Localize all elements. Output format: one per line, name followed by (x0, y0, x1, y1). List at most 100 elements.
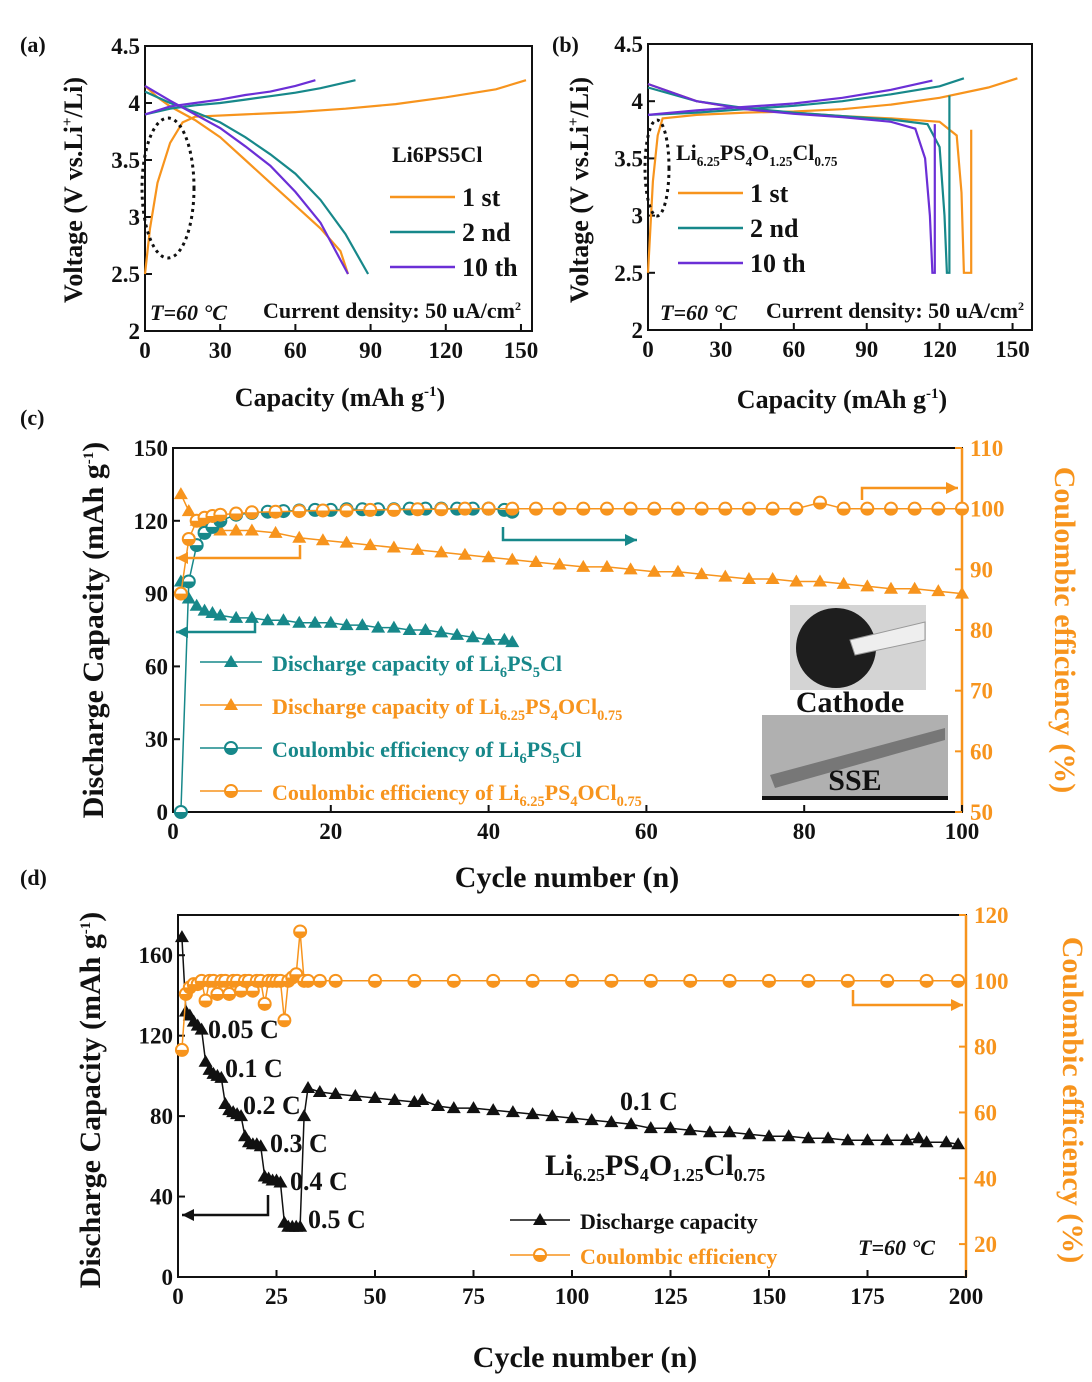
data-point-fill (506, 508, 519, 515)
figure-layer: (a) (b)(c)(d)0 30 60 90 120 15022.533.544.5Cap… (20, 32, 1089, 1374)
y-axis-title-main: Voltage (V vs.Li (59, 126, 88, 303)
data-point (323, 615, 338, 628)
data-point-fill (458, 508, 471, 515)
y2-tick-label: 110 (970, 436, 1003, 461)
data-point (742, 1127, 757, 1140)
data-point-fill (487, 980, 500, 987)
data-point (765, 572, 780, 585)
series-line (647, 77, 965, 116)
data-point-fill (293, 511, 306, 518)
x-tick-label: 50 (364, 1284, 387, 1309)
data-point (371, 620, 386, 633)
x-axis-title-sup: -1 (424, 384, 437, 400)
data-point (643, 1121, 658, 1134)
arrow-right-axis-teal (501, 527, 637, 542)
y-tick-label: 4.5 (614, 32, 643, 57)
rate-label: 0.05 C (208, 1015, 279, 1044)
series-0 (143, 79, 527, 275)
data-point-fill (763, 980, 775, 987)
data-point (801, 1131, 816, 1144)
data-point-fill (246, 990, 259, 997)
data-point (348, 1089, 363, 1101)
text-part: Current density: 50 uA/cm (766, 298, 1018, 323)
x-tick-label: 120 (922, 337, 957, 362)
legend-label: 1 st (462, 183, 501, 212)
arrow-left-axis-orange-head (176, 552, 188, 564)
subscript: 4 (570, 794, 577, 810)
subscript: 4 (551, 708, 558, 724)
series-4 (144, 79, 316, 116)
series-line (143, 79, 527, 275)
x-tick-label: 0 (172, 1284, 184, 1309)
legend-label: 10 th (462, 253, 518, 282)
data-point (260, 613, 275, 626)
x-axis-title-main: Capacity (mAh g (737, 385, 926, 414)
arrow-right-axis-head (951, 999, 963, 1011)
text-part: Li (676, 140, 697, 165)
data-point (919, 1135, 934, 1148)
y2-axis-title: Coulombic efficiency (%) (1056, 937, 1089, 1264)
y2-tick-label: 90 (970, 557, 993, 582)
subscript: 1.25 (672, 1165, 704, 1185)
series-0 (174, 930, 966, 1232)
x-tick-label: 75 (462, 1284, 485, 1309)
legend-label: Coulombic efficiency of Li6.25PS4OCl0.75 (272, 780, 642, 810)
plot-frame (144, 45, 533, 332)
y-tick-label: 40 (150, 1185, 173, 1210)
y2-tick-label: 50 (970, 800, 993, 825)
data-point (293, 1219, 308, 1232)
text-part: PS (507, 651, 533, 676)
legend-label: Discharge capacity of Li6PS5Cl (272, 651, 562, 681)
x-tick-label: 40 (477, 819, 500, 844)
data-point-fill (302, 980, 315, 987)
data-point-fill (837, 508, 850, 515)
legend-marker-fill (534, 1255, 546, 1261)
x-axis-title-sup: -1 (926, 386, 939, 402)
data-point (363, 538, 378, 551)
data-point (194, 1022, 209, 1035)
data-point (505, 1105, 520, 1118)
x-axis-title: Cycle number (n) (473, 1341, 697, 1374)
sup: 2 (1018, 299, 1024, 313)
data-point (292, 530, 307, 543)
data-point (465, 630, 480, 643)
data-point (410, 542, 425, 555)
data-point-fill (841, 980, 854, 987)
text-part: Current density: 50 uA/cm (263, 298, 515, 323)
data-point-fill (884, 508, 897, 515)
text-part: O (752, 140, 769, 165)
arrow-right-axis-orange (860, 486, 958, 500)
y-tick-label: 60 (145, 654, 168, 679)
y-tick-label: 2.5 (614, 261, 643, 286)
y2-tick-label: 40 (974, 1166, 997, 1191)
data-point (623, 562, 638, 575)
y-tick-label: 4 (632, 89, 644, 114)
chart-panel-a: 0 30 60 90 120 150 2 2.5 3 3.5 4 4.5 Capacity (mAh g… (59, 34, 538, 412)
data-point (670, 564, 685, 577)
panel-label: (a) (20, 32, 46, 57)
y-tick-label: 160 (139, 943, 174, 968)
data-point (663, 1121, 678, 1134)
y-tick-label: 2 (632, 318, 644, 343)
data-point-fill (411, 509, 424, 516)
data-point-fill (566, 980, 578, 987)
data-point (213, 608, 228, 621)
y-tick-label: 80 (150, 1104, 173, 1129)
text-part: PS (545, 780, 571, 805)
data-point (431, 1099, 446, 1112)
data-point-fill (920, 980, 933, 987)
sample-label: Li6.25PS4O1.25Cl0.75 (545, 1149, 765, 1185)
x-tick-label: 60 (284, 338, 307, 363)
data-point (234, 1109, 249, 1122)
data-point (762, 1129, 776, 1142)
cathode-disk (796, 608, 876, 688)
data-point (741, 572, 756, 585)
data-point (292, 615, 307, 628)
data-point (497, 632, 512, 645)
x-tick-label: 0 (642, 337, 654, 362)
plot-frame (647, 43, 1033, 331)
data-point (197, 603, 212, 616)
subscript: 5 (533, 665, 540, 681)
panel-label: (c) (20, 405, 44, 430)
data-point-fill (269, 511, 282, 518)
